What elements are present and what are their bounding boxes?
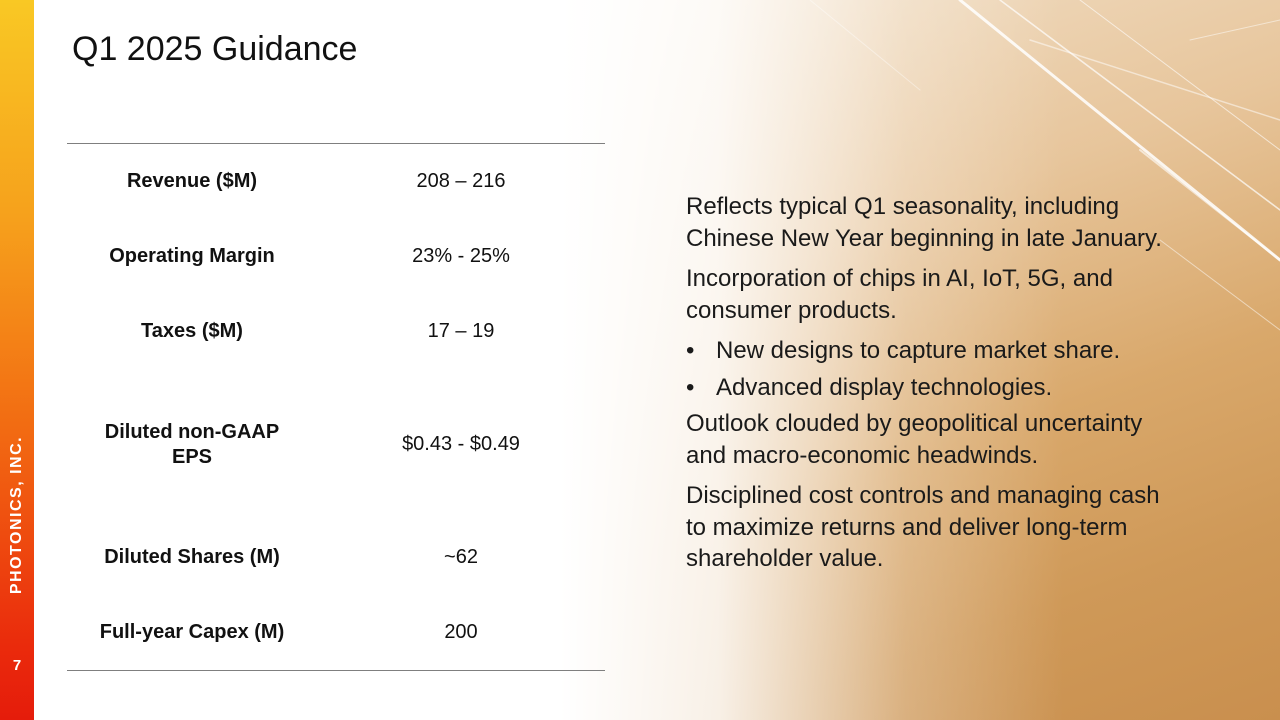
commentary-paragraph: Incorporation of chips in AI, IoT, 5G, a… bbox=[686, 265, 1113, 324]
commentary-paragraph: Outlook clouded by geopolitical uncertai… bbox=[686, 410, 1143, 469]
row-label: Full-year Capex (M) bbox=[99, 620, 285, 643]
row-value: $0.43 - $0.49 bbox=[402, 433, 520, 456]
table-row: Full-year Capex (M) 200 bbox=[67, 595, 605, 670]
row-label: Operating Margin bbox=[109, 245, 275, 268]
row-value: 200 bbox=[444, 620, 478, 643]
table-row: Diluted non-GAAP EPS $0.43 - $0.49 bbox=[67, 369, 605, 519]
commentary-paragraph: Disciplined cost controls and managing c… bbox=[686, 482, 1160, 572]
row-label: Taxes ($M) bbox=[141, 320, 243, 343]
table-row: Revenue ($M) 208 – 216 bbox=[67, 144, 605, 219]
guidance-table: Revenue ($M) 208 – 216 Operating Margin … bbox=[67, 143, 605, 671]
table-row: Taxes ($M) 17 – 19 bbox=[67, 294, 605, 369]
row-value: 23% - 25% bbox=[412, 245, 510, 268]
commentary-paragraph: Reflects typical Q1 seasonality, includi… bbox=[686, 193, 1162, 252]
row-value: 208 – 216 bbox=[416, 170, 506, 193]
background-art bbox=[560, 0, 1280, 720]
light-streaks-graphic bbox=[809, 0, 1280, 331]
row-label: Diluted Shares (M) bbox=[104, 545, 280, 568]
table-row: Operating Margin 23% - 25% bbox=[67, 219, 605, 294]
commentary: Reflects typical Q1 seasonality, includi… bbox=[686, 191, 1186, 584]
bullet-icon: • bbox=[686, 337, 695, 364]
bullet-item: • Advanced display technologies. bbox=[686, 372, 1186, 404]
row-label: Diluted non-GAAP EPS bbox=[104, 420, 280, 468]
bullet-icon: • bbox=[686, 373, 695, 401]
page-title: Q1 2025 Guidance bbox=[72, 30, 358, 68]
page-number: 7 bbox=[12, 657, 22, 674]
row-value: ~62 bbox=[444, 545, 478, 568]
row-value: 17 – 19 bbox=[427, 320, 495, 343]
table-row: Diluted Shares (M) ~62 bbox=[67, 520, 605, 595]
row-label: Revenue ($M) bbox=[126, 170, 258, 193]
bullet-item: • New designs to capture market share. bbox=[686, 335, 1186, 367]
sidebar-bar: PHOTONICS, INC. 7 bbox=[0, 0, 34, 720]
company-name: PHOTONICS, INC. bbox=[8, 435, 25, 595]
